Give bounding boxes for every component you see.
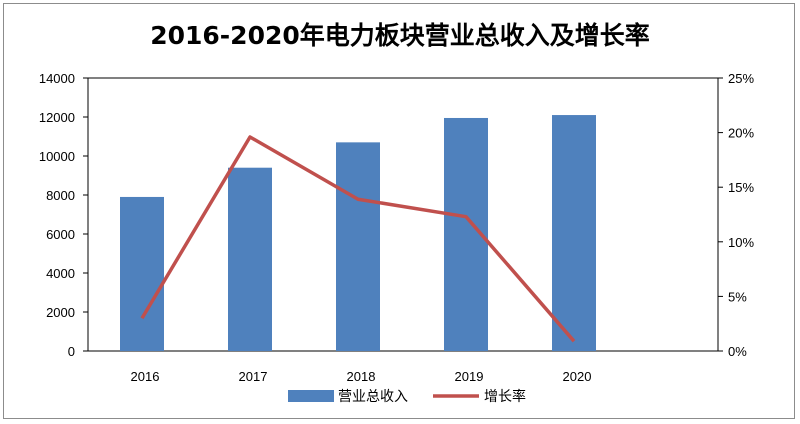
right-axis-tick-label: 15% (728, 180, 754, 195)
right-axis-tick-label: 20% (728, 126, 754, 141)
legend: 营业总收入 增长率 (288, 388, 526, 405)
line-series (140, 135, 576, 343)
bar (120, 196, 164, 351)
plot-area-border (87, 77, 719, 352)
legend-label-growth: 增长率 (484, 388, 526, 405)
bar (228, 167, 272, 351)
bar (552, 115, 596, 351)
right-axis-tick-label: 0% (728, 344, 747, 359)
x-axis-tick-label: 2020 (563, 369, 592, 384)
left-axis-tick-label: 0 (68, 344, 75, 359)
right-axis-tick-label: 5% (728, 289, 747, 304)
left-axis-tick-label: 12000 (39, 110, 75, 125)
x-axis-tick-label: 2019 (455, 369, 484, 384)
bar (336, 142, 380, 351)
legend-label-revenue: 营业总收入 (338, 389, 408, 405)
chart-title: 2016-2020年电力板块营业总收入及增长率 (150, 21, 650, 50)
left-axis-tick-label: 8000 (46, 188, 75, 203)
left-axis-tick-label: 2000 (46, 305, 75, 320)
tick-labels: 0 2000 4000 6000 8000 10000 12000 14000 0% 5% 10% 1… (39, 71, 755, 384)
x-axis-tick-label: 2017 (239, 369, 268, 384)
bar-series (120, 115, 596, 351)
right-axis-tick-label: 10% (728, 235, 754, 250)
right-axis-tick-label: 25% (728, 71, 754, 86)
left-axis-tick-label: 4000 (46, 266, 75, 281)
legend-swatch-bar (288, 390, 334, 402)
x-axis-tick-label: 2018 (347, 369, 376, 384)
left-axis-tick-label: 10000 (39, 149, 75, 164)
x-axis-tick-label: 2016 (131, 369, 160, 384)
left-axis-tick-label: 6000 (46, 227, 75, 242)
axes (83, 77, 723, 352)
left-axis-tick-label: 14000 (39, 71, 75, 86)
